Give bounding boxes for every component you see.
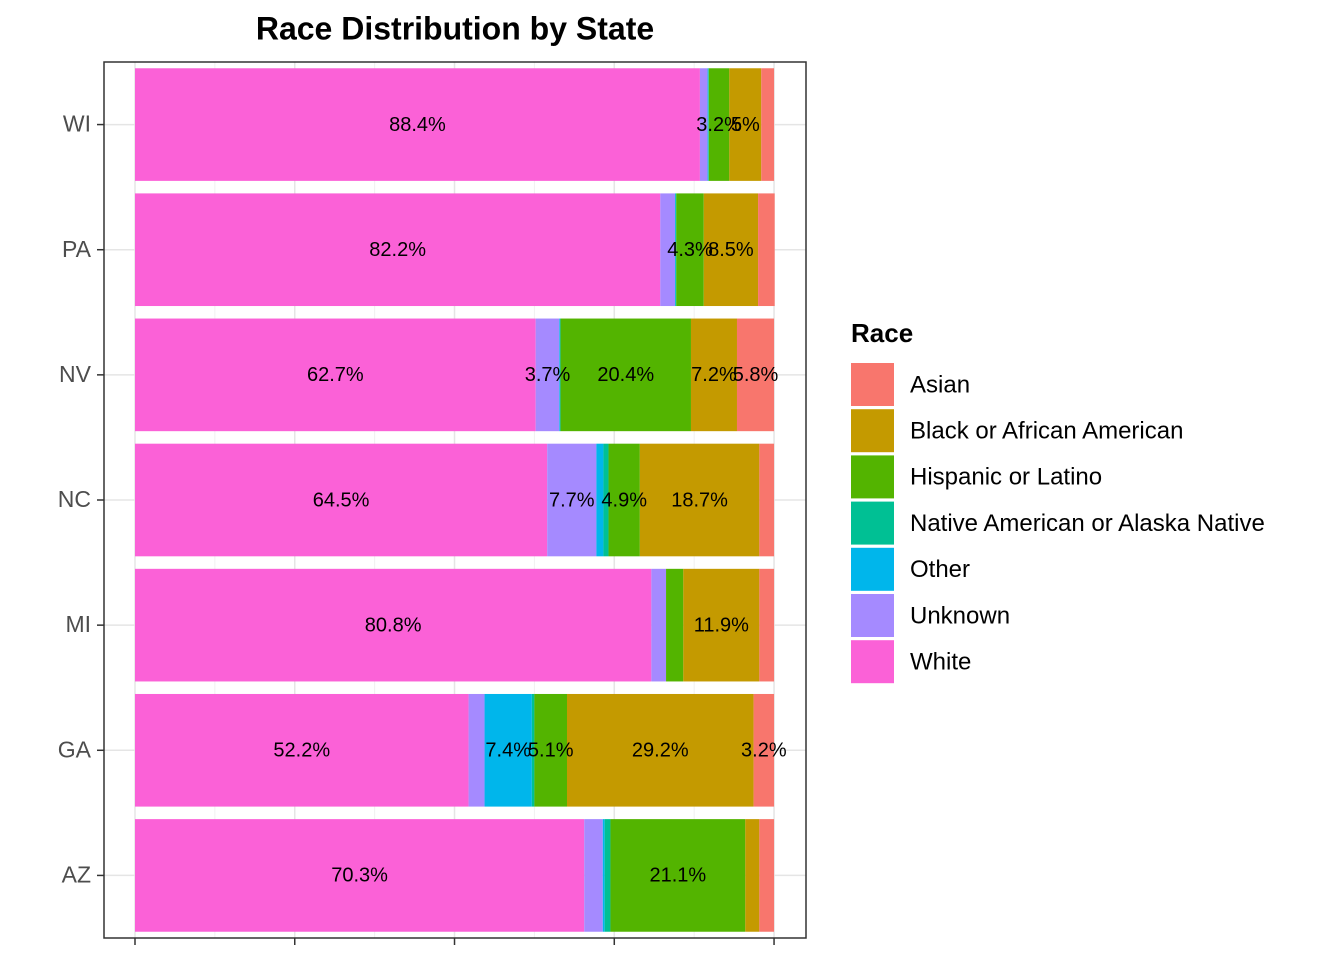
y-tick-label: PA (62, 236, 92, 262)
bar-segment (761, 68, 775, 181)
bar-segment (596, 443, 604, 557)
bar-segment (560, 318, 691, 432)
legend-swatch (851, 409, 894, 453)
bar-segment (683, 568, 760, 682)
data-label: 88.4% (389, 114, 446, 136)
bar-segment (745, 819, 760, 932)
bar-segment (134, 68, 700, 181)
bar-segment (608, 443, 640, 557)
data-label: 64.5% (313, 489, 370, 511)
data-label: 5% (731, 114, 760, 136)
bar-segment (708, 68, 730, 181)
legend-label: Black or African American (910, 418, 1183, 445)
data-label: 20.4% (597, 364, 654, 386)
bar-segment (676, 193, 704, 307)
bar-segment (547, 443, 597, 557)
bar-segment (736, 318, 775, 432)
bar-segment (690, 318, 737, 432)
bar-segment (703, 193, 759, 307)
bar-segment (134, 693, 469, 807)
data-label: 5.1% (528, 740, 574, 762)
bar-segment (602, 819, 605, 932)
y-tick-label: GA (58, 736, 92, 762)
bar-segment (666, 568, 684, 682)
data-label: 4.9% (601, 489, 647, 511)
legend-label: Other (910, 556, 970, 583)
bar-segment (603, 443, 609, 557)
legend-label: Unknown (910, 602, 1010, 629)
data-label: 18.7% (671, 489, 728, 511)
bar-segment (610, 819, 746, 932)
bar-segment (759, 819, 775, 932)
data-label: 29.2% (632, 740, 689, 762)
data-label: 3.7% (525, 364, 571, 386)
data-label: 80.8% (365, 614, 422, 636)
data-label: 3.2% (741, 740, 787, 762)
bar-segment (584, 819, 603, 932)
bar-segment (651, 568, 667, 682)
bar-segment (559, 318, 560, 432)
bar-segment (753, 693, 775, 807)
y-tick-label: NC (58, 486, 91, 512)
data-label: 62.7% (307, 364, 364, 386)
y-tick-label: AZ (62, 862, 91, 888)
bar-segment (708, 68, 709, 181)
legend-swatch (851, 594, 894, 637)
data-label: 5.8% (733, 364, 779, 386)
bar-segment (699, 68, 708, 181)
bar-segment (134, 443, 548, 557)
legend-swatch (851, 640, 894, 684)
data-label: 7.7% (549, 489, 595, 511)
bar-segment (729, 68, 762, 181)
data-label: 4.3% (667, 239, 713, 261)
data-label: 8.5% (708, 239, 754, 261)
legend-label: Hispanic or Latino (910, 464, 1102, 491)
data-label: 11.9% (694, 614, 749, 636)
bar-segment (134, 568, 652, 682)
bar-segment (759, 443, 775, 557)
legend-swatch (851, 455, 894, 499)
data-label: 7.2% (691, 364, 737, 386)
bar-segment (468, 693, 485, 807)
y-tick-label: MI (65, 611, 91, 637)
data-label: 52.2% (273, 740, 330, 762)
legend-swatch (851, 363, 894, 406)
y-tick-label: WI (63, 111, 91, 137)
bar-segment (707, 68, 709, 181)
bar-segment (484, 693, 532, 807)
bar-segment (531, 693, 535, 807)
bar-segment (758, 193, 775, 307)
bar-segment (604, 819, 611, 932)
y-tick-label: NV (59, 361, 92, 387)
bar-segment (534, 693, 567, 807)
data-label: 82.2% (369, 239, 426, 261)
bar-segment (674, 193, 676, 307)
legend-swatch (851, 501, 894, 545)
data-label: 7.4% (485, 740, 531, 762)
legend-label: White (910, 649, 971, 676)
bar-segment (134, 318, 536, 432)
data-label: 3.2% (696, 114, 742, 136)
bar-segment (134, 193, 661, 307)
legend-swatch (851, 547, 894, 591)
data-label: 70.3% (331, 865, 388, 887)
bar-segment (566, 693, 754, 807)
bar-segment (759, 568, 775, 682)
bar-segment (134, 819, 585, 932)
bar-segment (639, 443, 760, 557)
bar-segment (660, 193, 675, 307)
chart-title: Race Distribution by State (256, 10, 654, 46)
bar-segment (559, 318, 561, 432)
bar-segment (535, 318, 560, 432)
data-label: 21.1% (650, 865, 707, 887)
bar-segment (675, 193, 677, 307)
legend-title: Race (851, 318, 913, 348)
legend-label: Asian (910, 371, 970, 398)
legend-label: Native American or Alaska Native (910, 510, 1265, 537)
